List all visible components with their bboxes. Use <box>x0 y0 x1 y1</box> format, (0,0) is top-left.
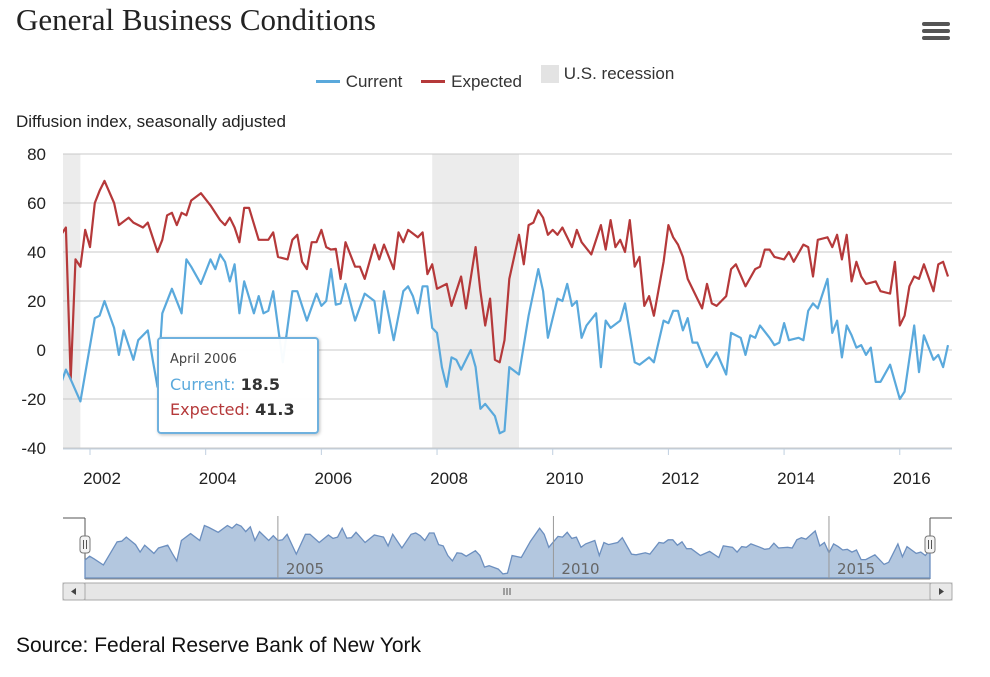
tooltip-expected-label: Expected: <box>170 400 251 419</box>
y-tick-label: -40 <box>21 439 46 458</box>
legend-label-expected: Expected <box>451 71 523 91</box>
tooltip-date: April 2006 <box>170 352 237 367</box>
source-note: Source: Federal Reserve Bank of New York <box>16 634 422 657</box>
handle-grip-icon <box>924 535 936 554</box>
series-line-expected <box>63 179 950 381</box>
arrow-left-icon <box>71 588 76 595</box>
y-axis-title: Diffusion index, seasonally adjusted <box>16 112 286 131</box>
current-line-swatch <box>315 80 340 83</box>
navigator-tick-label: 2015 <box>837 560 875 578</box>
legend-item-expected[interactable]: Expected <box>421 72 522 92</box>
x-tick-label: 2010 <box>546 469 584 488</box>
x-tick-label: 2012 <box>661 469 699 488</box>
chart-title: General Business Conditions <box>16 2 376 37</box>
x-tick-label: 2004 <box>199 469 237 488</box>
scrollbar[interactable] <box>62 582 953 601</box>
navigator-handle-left[interactable] <box>79 535 91 554</box>
recession-swatch <box>540 65 559 83</box>
legend-label-current: Current <box>345 71 403 91</box>
x-tick-label: 2014 <box>777 469 815 488</box>
navigator-tick-label: 2005 <box>286 560 324 578</box>
series-line-current <box>63 253 950 435</box>
tooltip: April 2006 Current: 18.5 Expected: 41.3 <box>157 337 319 434</box>
legend: Current Expected U.S. recession <box>0 64 990 92</box>
tooltip-expected-value: 41.3 <box>255 400 295 419</box>
expected-line-swatch <box>421 80 446 83</box>
y-tick-label: -20 <box>21 390 46 409</box>
tooltip-current-value: 18.5 <box>240 375 281 394</box>
x-tick-label: 2008 <box>430 469 468 488</box>
handle-grip-icon <box>79 535 91 554</box>
arrow-right-icon <box>939 588 944 595</box>
y-tick-label: 20 <box>27 292 46 311</box>
navigator-series-area <box>84 523 931 579</box>
legend-item-current[interactable]: Current <box>315 71 403 92</box>
legend-item-recession[interactable]: U.S. recession <box>540 64 675 84</box>
tooltip-current-label: Current: <box>170 375 236 394</box>
y-tick-label: 40 <box>27 243 46 262</box>
hamburger-menu-icon[interactable] <box>922 22 950 44</box>
navigator-tick-label: 2010 <box>561 560 599 578</box>
navigator-handle-right[interactable] <box>924 535 936 554</box>
x-tick-label: 2002 <box>83 469 121 488</box>
x-tick-label: 2016 <box>893 469 931 488</box>
x-tick-label: 2006 <box>314 469 352 488</box>
legend-label-recession: U.S. recession <box>563 64 675 83</box>
y-tick-label: 0 <box>37 341 46 360</box>
y-tick-label: 60 <box>27 194 46 213</box>
y-tick-label: 80 <box>27 145 46 164</box>
